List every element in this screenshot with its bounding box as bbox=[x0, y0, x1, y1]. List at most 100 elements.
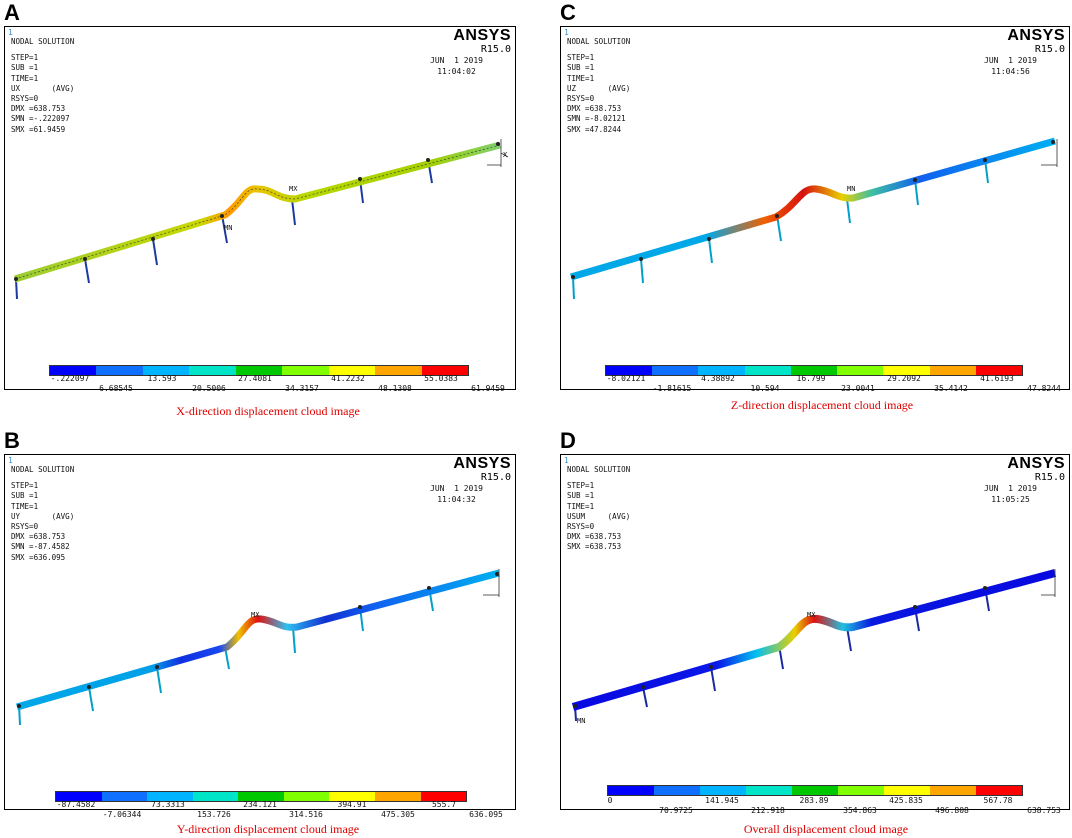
panel-caption: Overall displacement cloud image bbox=[743, 822, 909, 836]
legend-tick: 354.863 bbox=[843, 806, 877, 815]
solution-info: NODAL SOLUTION STEP=1 SUB =1 TIME=1 UX (A… bbox=[11, 37, 74, 135]
displacement-model: MN bbox=[570, 137, 1058, 300]
brand-name: ANSYS bbox=[1007, 27, 1065, 44]
legend-band-3 bbox=[698, 366, 745, 375]
panel-letter: C bbox=[560, 0, 576, 25]
axis-x-label: X bbox=[503, 151, 508, 159]
legend-band-4 bbox=[744, 366, 791, 375]
legend-tick: 475.305 bbox=[381, 810, 415, 819]
legend-band-7 bbox=[884, 786, 930, 795]
time-label: 11:04:32 bbox=[437, 494, 476, 504]
displacement-model: X MX MN bbox=[13, 139, 509, 300]
solution-title: NODAL SOLUTION bbox=[567, 37, 631, 46]
date-label: JUN 1 2019 bbox=[984, 56, 1037, 65]
legend-band-4 bbox=[192, 792, 239, 801]
legend-tick: 636.095 bbox=[469, 810, 503, 819]
timestamp: JUN 1 2019 11:04:56 bbox=[984, 56, 1037, 77]
ansys-logo: ANSYS R15.0 bbox=[1007, 455, 1065, 483]
legend-band-6 bbox=[837, 366, 884, 375]
info-line: SMN =-.222097 bbox=[11, 114, 70, 124]
legend-tick: 73.3313 bbox=[151, 800, 185, 809]
legend-tick: 48.1308 bbox=[378, 384, 412, 393]
legend-tick: 425.835 bbox=[889, 796, 923, 805]
legend-tick: 10.594 bbox=[750, 384, 780, 393]
legend-tick: 35.4142 bbox=[934, 384, 968, 393]
info-line: SMN =-87.4582 bbox=[11, 542, 70, 552]
legend-band-7 bbox=[883, 366, 930, 375]
info-line: UZ (AVG) bbox=[567, 83, 631, 93]
timestamp: JUN 1 2019 11:04:32 bbox=[430, 484, 483, 505]
info-line: DMX =638.753 bbox=[567, 104, 622, 114]
info-line: DMX =638.753 bbox=[567, 532, 622, 542]
panel-letter: D bbox=[560, 428, 576, 453]
node-points bbox=[17, 572, 499, 708]
info-line: SUB =1 bbox=[11, 491, 39, 501]
info-line: RSYS=0 bbox=[567, 94, 595, 104]
legend-band-1 bbox=[608, 786, 654, 795]
panel-caption: Y-direction displacement cloud image bbox=[176, 822, 360, 836]
timestamp: JUN 1 2019 11:05:25 bbox=[984, 484, 1037, 505]
legend-tick: 496.808 bbox=[935, 806, 969, 815]
info-line: SUB =1 bbox=[11, 63, 39, 73]
version-label: R15.0 bbox=[480, 472, 511, 483]
ansys-logo: ANSYS R15.0 bbox=[453, 27, 511, 55]
info-line: SUB =1 bbox=[567, 491, 595, 501]
legend-tick: -7.06344 bbox=[102, 810, 142, 819]
legend-band-5 bbox=[792, 786, 838, 795]
time-label: 11:04:56 bbox=[991, 66, 1030, 76]
info-line: SMX =636.095 bbox=[11, 552, 66, 562]
date-label: JUN 1 2019 bbox=[430, 56, 483, 65]
legend-tick: 0 bbox=[607, 796, 613, 805]
info-line: TIME=1 bbox=[11, 501, 39, 511]
info-line: UX (AVG) bbox=[11, 83, 75, 93]
legend-band-1 bbox=[606, 366, 653, 375]
legend-tick: 34.3157 bbox=[285, 384, 319, 393]
legend-tick: 638.753 bbox=[1027, 806, 1061, 815]
info-line: RSYS=0 bbox=[567, 522, 595, 532]
pipe-body bbox=[571, 569, 1057, 711]
legend-band-6 bbox=[283, 792, 330, 801]
legend-tick: 61.9459 bbox=[471, 384, 505, 393]
min-marker: MN bbox=[577, 717, 585, 725]
info-line: RSYS=0 bbox=[11, 522, 39, 532]
legend-band-7 bbox=[328, 366, 376, 375]
info-line: TIME=1 bbox=[567, 501, 595, 511]
legend-tick: 141.945 bbox=[705, 796, 739, 805]
legend-band-9 bbox=[421, 366, 468, 375]
pipe-body bbox=[13, 141, 501, 283]
legend-band-7 bbox=[329, 792, 375, 801]
node-points bbox=[14, 142, 500, 281]
legend-tick: 55.0383 bbox=[424, 374, 458, 383]
info-line: SMX =638.753 bbox=[567, 542, 622, 552]
info-line: STEP=1 bbox=[567, 481, 595, 491]
legend-band-4 bbox=[746, 786, 792, 795]
info-line: STEP=1 bbox=[567, 53, 595, 63]
pipe-body bbox=[570, 137, 1056, 281]
legend-tick: 13.593 bbox=[147, 374, 177, 383]
legend-tick: 41.2232 bbox=[331, 374, 365, 383]
legend-tick: 314.516 bbox=[289, 810, 323, 819]
legend-tick: -.222097 bbox=[50, 374, 90, 383]
info-line: SMX =61.9459 bbox=[11, 124, 66, 134]
panel-caption: X-direction displacement cloud image bbox=[176, 404, 360, 418]
info-line: DMX =638.753 bbox=[11, 104, 66, 114]
date-label: JUN 1 2019 bbox=[430, 484, 483, 493]
ansys-viewport: 1 NODAL SOLUTION STEP=1 SUB =1 TIME=1 USU… bbox=[560, 454, 1070, 810]
ansys-logo: ANSYS R15.0 bbox=[1007, 27, 1065, 55]
legend-colorbar bbox=[49, 365, 469, 376]
legend-band-3 bbox=[147, 792, 193, 801]
node-points bbox=[573, 586, 987, 708]
time-label: 11:04:02 bbox=[437, 66, 476, 76]
info-line: SMX =47.8244 bbox=[567, 124, 622, 134]
legend-band-5 bbox=[238, 792, 284, 801]
info-line: UY (AVG) bbox=[11, 511, 75, 521]
time-label: 11:05:25 bbox=[991, 494, 1030, 504]
legend-tick: 555.7 bbox=[431, 800, 457, 809]
info-line: STEP=1 bbox=[11, 53, 39, 63]
legend-band-6 bbox=[838, 786, 884, 795]
legend-colorbar bbox=[55, 791, 467, 802]
legend-band-2 bbox=[654, 786, 700, 795]
legend-tick: 29.2092 bbox=[887, 374, 921, 383]
brand-name: ANSYS bbox=[453, 455, 511, 472]
legend-colorbar bbox=[607, 785, 1023, 796]
